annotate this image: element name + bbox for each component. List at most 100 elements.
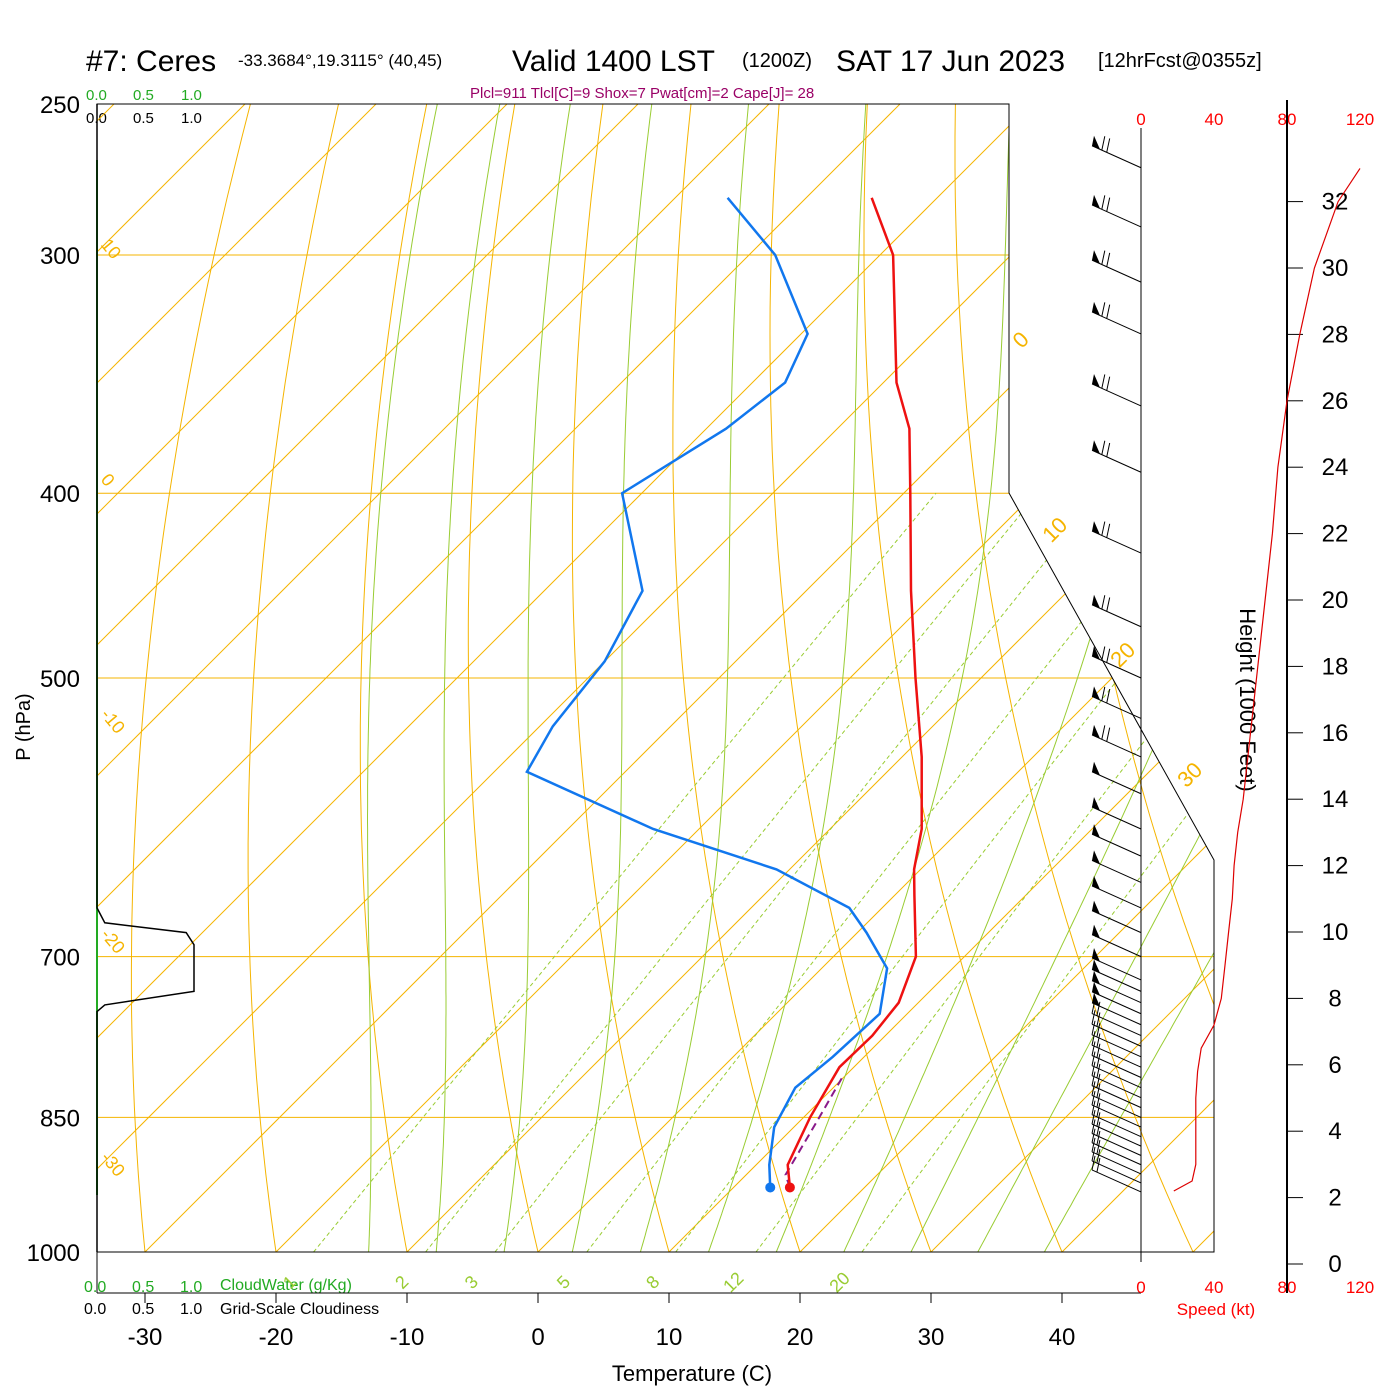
wind-barb: [1091, 1151, 1142, 1175]
wind-barb-pennant: [1092, 796, 1100, 811]
wind-barb-flag: [1101, 374, 1106, 389]
height-tick-label: 10: [1322, 919, 1349, 946]
moist-adiabat-line: [366, 104, 438, 1252]
temperature-tick-label: -20: [259, 1324, 294, 1351]
cloudwater-bottom-tick: 1.0: [180, 1279, 202, 1296]
wind-barb-flag: [1101, 646, 1106, 661]
height-tick-label: 14: [1322, 786, 1349, 813]
wind-barb-flag: [1096, 1033, 1101, 1048]
wind-barb-flag: [1091, 1061, 1096, 1076]
wind-barb-pennant: [1092, 301, 1100, 316]
wind-barb-flag: [1106, 727, 1111, 742]
isotherm-line: [97, 104, 431, 1252]
wind-barb: [1091, 734, 1142, 758]
wind-barb-flag: [1106, 138, 1111, 153]
wind-barb-flag: [1091, 1155, 1096, 1171]
isotherm-line: [97, 104, 693, 1252]
wind-barb: [1091, 1013, 1142, 1037]
wind-barb: [1091, 1142, 1142, 1166]
height-tick-label: 2: [1328, 1185, 1341, 1212]
wind-barb: [1091, 145, 1142, 169]
temperature-tick-label: 0: [531, 1324, 544, 1351]
wind-barb-pennant: [1092, 724, 1100, 739]
wind-barb-pennant: [1092, 194, 1100, 209]
mixing-ratio-line: [755, 492, 1214, 1252]
temperature-profile-line: [786, 197, 923, 1188]
wind-barb-flag: [1101, 521, 1106, 536]
wind-barb-flag: [1096, 1073, 1101, 1088]
wind-barb-flag: [1101, 686, 1106, 701]
wind-barb-pennant: [1092, 959, 1100, 973]
station-title: #7: Ceres: [86, 45, 216, 78]
height-tick-label: 4: [1328, 1118, 1341, 1145]
dry-adiabat-line: [1128, 104, 1214, 1252]
x-axis-title: Temperature (C): [612, 1361, 772, 1386]
mixing-ratio-line: [861, 492, 1214, 1252]
mixing-ratio-label: 8: [642, 1272, 663, 1293]
surface-dewpoint-marker: [765, 1182, 776, 1193]
wind-barb-pennant: [1092, 992, 1100, 1007]
pressure-tick-label: 1000: [27, 1240, 80, 1267]
isotherm-line: [497, 104, 1214, 1252]
wind-barb: [1091, 980, 1142, 1004]
wind-barb-flag: [1096, 1083, 1101, 1098]
cloudiness-bottom-tick: 0.0: [84, 1301, 106, 1318]
wind-barb-pennant: [1092, 440, 1100, 454]
wind-barb: [1091, 934, 1142, 958]
station-coords: -33.3684°,19.3115° (40,45): [238, 51, 442, 70]
wind-barb-flag: [1101, 250, 1106, 265]
wind-barb-flag: [1106, 304, 1111, 319]
speed-tick-label-bottom: 120: [1346, 1278, 1374, 1297]
valid-date: SAT 17 Jun 2023: [836, 45, 1065, 78]
isotherm-line: [97, 104, 1214, 1252]
isotherm-line: [628, 104, 1214, 1252]
wind-barb: [1091, 655, 1142, 679]
temperature-tick-label: 20: [787, 1324, 814, 1351]
temperature-tick-label: -30: [128, 1324, 163, 1351]
height-tick-label: 22: [1322, 521, 1349, 548]
cloudiness-top-tick: 1.0: [181, 110, 202, 127]
utc-time: (1200Z): [742, 50, 812, 72]
wind-barb: [1091, 885, 1142, 909]
wind-barb-flag: [1091, 1051, 1096, 1066]
pressure-tick-label: 850: [40, 1105, 80, 1132]
height-tick-label: 8: [1328, 985, 1341, 1012]
speed-tick-label-top: 0: [1136, 110, 1145, 129]
speed-tick-label-top: 120: [1346, 110, 1374, 129]
dry-adiabat-line: [1378, 0, 1400, 1292]
wind-barb-pennant: [1092, 981, 1100, 996]
pressure-tick-label: 250: [40, 92, 80, 119]
wind-barb-pennant: [1092, 824, 1100, 838]
wind-barb: [1091, 1104, 1142, 1128]
diagram-layer: [97, 0, 1400, 1292]
wind-barb-flag: [1091, 1110, 1096, 1125]
wind-barb-flag: [1091, 1020, 1096, 1035]
wind-barb-flag: [1106, 197, 1111, 212]
wind-barb-flag: [1091, 1090, 1096, 1106]
mixing-ratio-label: 20: [825, 1268, 853, 1296]
wind-barb-flag: [1106, 689, 1111, 704]
dry-adiabat-label: -20: [97, 925, 129, 958]
temperature-tick-label: -10: [390, 1324, 425, 1351]
dry-adiabat-line: [863, 104, 1080, 1252]
speed-tick-label-top: 40: [1205, 110, 1224, 129]
wind-barb-flag: [1091, 1119, 1096, 1134]
wind-barb: [1091, 833, 1142, 857]
moist-adiabat-line: [759, 104, 1011, 1252]
wind-barb: [1091, 1114, 1142, 1138]
wind-barb: [1091, 1065, 1142, 1089]
wind-barbs: [1091, 135, 1111, 1173]
dry-adiabat-line: [359, 104, 469, 1252]
cloudiness-top-tick: 0.5: [133, 110, 154, 127]
isotherm-line: [97, 104, 1086, 1252]
wind-barb: [1091, 1075, 1142, 1099]
parcel-path-line: [784, 1077, 844, 1188]
isotherm-line: [104, 104, 1214, 1252]
speed-tick-label-bottom: 40: [1205, 1278, 1224, 1297]
dry-adiabat-label: -10: [97, 705, 129, 738]
pressure-tick-label: 700: [40, 945, 80, 972]
moist-adiabat-line: [628, 104, 749, 1252]
isotherm-line: [366, 104, 1214, 1252]
dry-adiabat-line: [247, 104, 386, 1252]
